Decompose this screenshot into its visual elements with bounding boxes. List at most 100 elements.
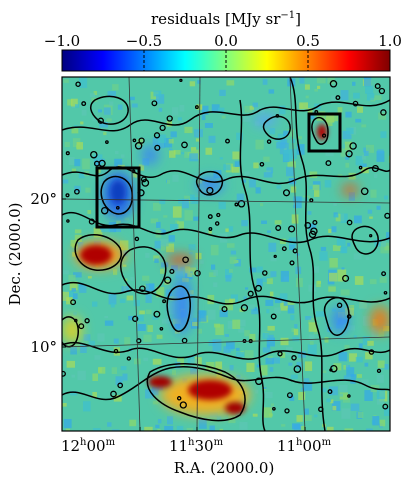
- texture-cell: [172, 206, 182, 218]
- texture-cell: [308, 322, 318, 332]
- texture-cell: [276, 142, 286, 149]
- contour-speck: [272, 406, 276, 411]
- texture-cell: [154, 240, 161, 249]
- texture-cell: [262, 277, 270, 282]
- texture-cell: [145, 252, 150, 258]
- negative-blob-top: [196, 177, 224, 193]
- texture-cell: [75, 104, 79, 108]
- positive-core-bottom-c: [225, 402, 245, 414]
- texture-cell: [71, 288, 76, 292]
- contour-speck: [98, 159, 106, 168]
- texture-cell: [65, 428, 70, 431]
- texture-cell: [109, 101, 114, 106]
- texture-cell: [309, 114, 315, 120]
- texture-cell: [331, 226, 337, 233]
- texture-cell: [297, 136, 302, 140]
- texture-cell: [289, 244, 296, 250]
- texture-cell: [327, 426, 334, 431]
- contour-speck: [345, 150, 353, 158]
- texture-cell: [265, 358, 274, 365]
- texture-cell: [340, 289, 350, 296]
- texture-cell: [163, 215, 168, 218]
- texture-cell: [113, 269, 118, 275]
- texture-cell: [326, 296, 330, 300]
- contour-speck: [110, 390, 117, 398]
- contour-speck: [329, 80, 338, 88]
- texture-cell: [266, 344, 270, 349]
- y-tick-label-10: 10°: [30, 338, 57, 356]
- texture-cell: [247, 304, 255, 310]
- texture-cell: [241, 220, 248, 227]
- texture-cell: [380, 131, 387, 138]
- texture-cell: [70, 391, 78, 396]
- texture-cell: [236, 351, 245, 357]
- contour-speck: [225, 138, 230, 144]
- texture-cell: [332, 245, 341, 251]
- texture-cell: [354, 215, 362, 224]
- contour-6: [62, 366, 390, 401]
- contour-speck: [330, 364, 338, 373]
- texture-cell: [74, 159, 81, 167]
- texture-cell: [350, 403, 360, 411]
- texture-cell: [79, 77, 88, 88]
- texture-cell: [255, 187, 261, 194]
- texture-cell: [378, 112, 386, 120]
- texture-cell: [166, 243, 175, 253]
- texture-cell: [366, 428, 373, 431]
- contour-speck: [360, 187, 369, 196]
- texture-cell: [88, 340, 95, 346]
- texture-cell: [69, 281, 78, 291]
- contour-speck: [371, 164, 379, 173]
- contour-speck: [281, 246, 287, 252]
- contour-speck: [255, 377, 263, 386]
- texture-cell: [230, 250, 237, 255]
- texture-cell: [344, 344, 350, 352]
- texture-cell: [304, 408, 309, 415]
- texture-cell: [207, 294, 215, 305]
- texture-cell: [350, 374, 356, 379]
- texture-cell: [255, 389, 259, 394]
- texture-cell: [160, 238, 169, 247]
- texture-cell: [243, 296, 247, 300]
- dec-grid-line-20: [62, 198, 390, 204]
- texture-cell: [81, 109, 87, 116]
- texture-cell: [259, 365, 268, 376]
- texture-cell: [244, 171, 250, 176]
- texture-cell: [179, 105, 185, 112]
- texture-cell: [76, 145, 81, 149]
- texture-cell: [117, 104, 123, 110]
- contour-3: [62, 212, 390, 244]
- contours: [62, 77, 390, 431]
- texture-cell: [364, 362, 369, 367]
- contour-speck: [304, 222, 312, 229]
- texture-cell: [226, 243, 235, 248]
- texture-cell: [246, 362, 255, 372]
- texture-cell: [361, 379, 369, 386]
- texture-cell: [103, 131, 107, 136]
- contour-speck: [117, 382, 124, 389]
- texture-cell: [73, 312, 77, 316]
- texture-cell: [169, 150, 176, 158]
- texture-cell: [157, 419, 162, 424]
- texture-cell: [376, 396, 385, 405]
- texture-cell: [283, 149, 292, 162]
- texture-cell: [229, 256, 237, 264]
- texture-cell: [289, 396, 295, 401]
- texture-cell: [355, 118, 362, 123]
- texture-cell: [347, 242, 351, 247]
- coordinate-grid: [62, 77, 390, 431]
- texture-cell: [274, 220, 282, 225]
- texture-cell: [241, 179, 246, 183]
- texture-cell: [305, 95, 309, 99]
- texture-cell: [363, 315, 371, 326]
- texture-cell: [298, 392, 306, 400]
- texture-cell: [328, 286, 336, 292]
- texture-cell: [331, 308, 337, 312]
- texture-cell: [235, 347, 240, 351]
- texture-cell: [345, 111, 352, 118]
- texture-cell: [316, 281, 321, 288]
- texture-cell: [348, 192, 355, 201]
- texture-cell: [145, 309, 152, 315]
- texture-cell: [257, 266, 263, 273]
- contour-speck: [66, 219, 70, 223]
